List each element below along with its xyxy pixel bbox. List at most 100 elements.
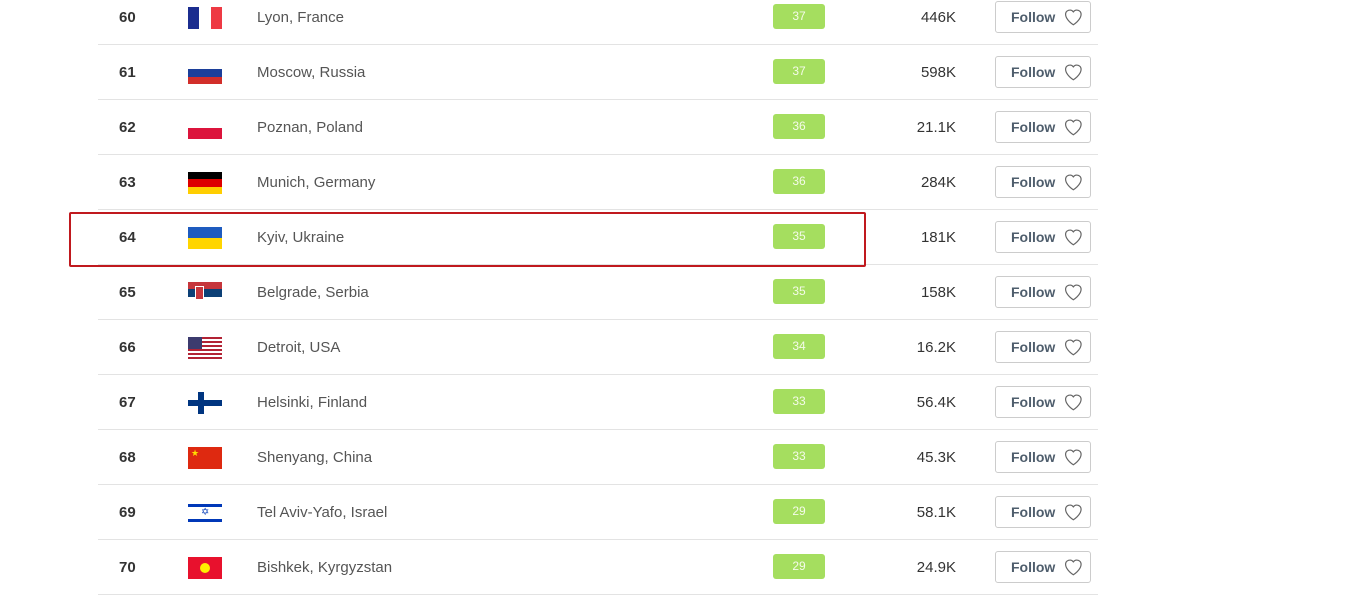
score-badge: 33 — [773, 389, 825, 414]
follow-button[interactable]: Follow — [995, 166, 1091, 198]
flag-france-icon — [188, 7, 222, 29]
population: 56.4K — [916, 394, 956, 411]
heart-icon — [1065, 559, 1083, 576]
rank: 70 — [119, 559, 136, 576]
flag-kyrgyzstan-icon — [188, 557, 222, 579]
score-badge: 37 — [773, 4, 825, 29]
rank: 68 — [119, 449, 136, 466]
heart-icon — [1065, 394, 1083, 411]
follow-button[interactable]: Follow — [995, 441, 1091, 473]
table-row: 66 Detroit, USA 34 16.2K Follow — [98, 320, 1098, 375]
rank: 69 — [119, 504, 136, 521]
score-badge: 36 — [773, 114, 825, 139]
population: 158K — [920, 284, 956, 301]
city-link[interactable]: Tel Aviv-Yafo, Israel — [257, 504, 388, 521]
city-ranking-table: 60 Lyon, France 37 446K Follow 61 Moscow,… — [98, 0, 1098, 595]
score-badge: 33 — [773, 444, 825, 469]
rank: 61 — [119, 64, 136, 81]
table-row: 62 Poznan, Poland 36 21.1K Follow — [98, 100, 1098, 155]
follow-button[interactable]: Follow — [995, 56, 1091, 88]
city-link[interactable]: Munich, Germany — [257, 174, 376, 191]
flag-russia-icon — [188, 62, 222, 84]
population: 598K — [920, 64, 956, 81]
population: 181K — [920, 229, 956, 246]
flag-usa-icon — [188, 337, 222, 359]
score-badge: 35 — [773, 224, 825, 249]
city-link[interactable]: Belgrade, Serbia — [257, 284, 369, 301]
rank: 65 — [119, 284, 136, 301]
city-link[interactable]: Shenyang, China — [257, 449, 373, 466]
heart-icon — [1065, 449, 1083, 466]
follow-button[interactable]: Follow — [995, 221, 1091, 253]
table-row: 67 Helsinki, Finland 33 56.4K Follow — [98, 375, 1098, 430]
follow-button[interactable]: Follow — [995, 386, 1091, 418]
population: 446K — [920, 9, 956, 26]
follow-button[interactable]: Follow — [995, 111, 1091, 143]
heart-icon — [1065, 174, 1083, 191]
city-link[interactable]: Helsinki, Finland — [257, 394, 368, 411]
population: 16.2K — [916, 339, 956, 356]
table-row: 70 Bishkek, Kyrgyzstan 29 24.9K Follow — [98, 540, 1098, 595]
follow-label: Follow — [1011, 174, 1056, 190]
table-row: 69 ✡ Tel Aviv-Yafo, Israel 29 58.1K Foll… — [98, 485, 1098, 540]
flag-ukraine-icon — [188, 227, 222, 249]
rank: 60 — [119, 9, 136, 26]
flag-poland-icon — [188, 117, 222, 139]
follow-button[interactable]: Follow — [995, 496, 1091, 528]
table-row: 63 Munich, Germany 36 284K Follow — [98, 155, 1098, 210]
flag-serbia-icon — [188, 282, 222, 304]
population: 45.3K — [916, 449, 956, 466]
table-row: 68 ★ Shenyang, China 33 45.3K Follow — [98, 430, 1098, 485]
score-badge: 35 — [773, 279, 825, 304]
population: 58.1K — [916, 504, 956, 521]
score-badge: 37 — [773, 59, 825, 84]
follow-button[interactable]: Follow — [995, 331, 1091, 363]
highlight-box — [69, 212, 866, 267]
heart-icon — [1065, 64, 1083, 81]
rank: 64 — [119, 229, 136, 246]
follow-label: Follow — [1011, 9, 1056, 25]
follow-label: Follow — [1011, 284, 1056, 300]
heart-icon — [1065, 119, 1083, 136]
flag-germany-icon — [188, 172, 222, 194]
follow-label: Follow — [1011, 64, 1056, 80]
flag-china-icon: ★ — [188, 447, 222, 469]
flag-finland-icon — [188, 392, 222, 414]
city-link[interactable]: Moscow, Russia — [257, 64, 366, 81]
city-link[interactable]: Detroit, USA — [257, 339, 341, 356]
table-row: 60 Lyon, France 37 446K Follow — [98, 0, 1098, 45]
table-row: 61 Moscow, Russia 37 598K Follow — [98, 45, 1098, 100]
heart-icon — [1065, 504, 1083, 521]
follow-label: Follow — [1011, 119, 1056, 135]
heart-icon — [1065, 284, 1083, 301]
follow-button[interactable]: Follow — [995, 276, 1091, 308]
heart-icon — [1065, 9, 1083, 26]
follow-label: Follow — [1011, 339, 1056, 355]
rank: 62 — [119, 119, 136, 136]
follow-button[interactable]: Follow — [995, 1, 1091, 33]
population: 21.1K — [916, 119, 956, 136]
score-badge: 34 — [773, 334, 825, 359]
rank: 67 — [119, 394, 136, 411]
follow-label: Follow — [1011, 229, 1056, 245]
score-badge: 36 — [773, 169, 825, 194]
heart-icon — [1065, 339, 1083, 356]
follow-label: Follow — [1011, 449, 1056, 465]
heart-icon — [1065, 229, 1083, 246]
score-badge: 29 — [773, 554, 825, 579]
population: 284K — [920, 174, 956, 191]
table-row: 65 Belgrade, Serbia 35 158K Follow — [98, 265, 1098, 320]
rank: 66 — [119, 339, 136, 356]
follow-button[interactable]: Follow — [995, 551, 1091, 583]
flag-israel-icon: ✡ — [188, 502, 222, 524]
rank: 63 — [119, 174, 136, 191]
city-link[interactable]: Poznan, Poland — [257, 119, 363, 136]
follow-label: Follow — [1011, 504, 1056, 520]
population: 24.9K — [916, 559, 956, 576]
score-badge: 29 — [773, 499, 825, 524]
follow-label: Follow — [1011, 559, 1056, 575]
city-link[interactable]: Bishkek, Kyrgyzstan — [257, 559, 393, 576]
city-link[interactable]: Lyon, France — [257, 9, 344, 26]
table-row: 64 Kyiv, Ukraine 35 181K Follow — [98, 210, 1098, 265]
city-link[interactable]: Kyiv, Ukraine — [257, 229, 345, 246]
